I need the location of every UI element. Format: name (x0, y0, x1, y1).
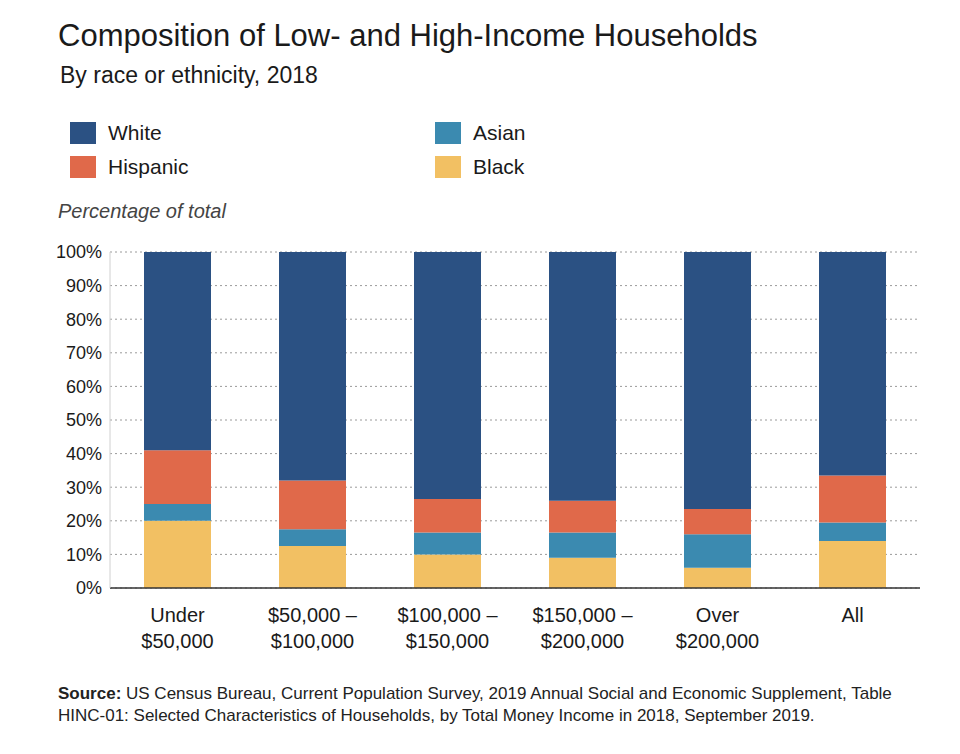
html-text:Asian: Asian (473, 121, 526, 144)
svg-text:$50,000 –$100,000: $50,000 –$100,000 (268, 604, 358, 652)
html-text:Black: Black (473, 155, 525, 178)
svg-text:50%: 50% (66, 410, 102, 430)
svg-text:All: All (841, 604, 863, 626)
html-text:White: White (108, 121, 162, 144)
svg-text:60%: 60% (66, 377, 102, 397)
html-text:Hispanic: Hispanic (108, 155, 189, 178)
svg-text:40%: 40% (66, 444, 102, 464)
svg-text:Under$50,000: Under$50,000 (141, 604, 213, 652)
svg-text:70%: 70% (66, 343, 102, 363)
svg-text:$150,000 –$200,000: $150,000 –$200,000 (532, 604, 633, 652)
html-text:By race or ethnicity, 2018: By race or ethnicity, 2018 (60, 62, 318, 88)
html-text:Percentage of total: Percentage of total (58, 200, 226, 222)
svg-text:0%: 0% (76, 578, 102, 598)
html-text:Source: US Census Bureau, Curr: Source: US Census Bureau, Current Popula… (58, 684, 892, 725)
svg-text:$100,000 –$150,000: $100,000 –$150,000 (397, 604, 498, 652)
svg-text:10%: 10% (66, 545, 102, 565)
svg-text:80%: 80% (66, 310, 102, 330)
html-text:Composition of Low- and High-I: Composition of Low- and High-Income Hous… (58, 18, 758, 53)
svg-text:100%: 100% (56, 242, 102, 262)
svg-text:30%: 30% (66, 478, 102, 498)
svg-text:90%: 90% (66, 276, 102, 296)
svg-text:20%: 20% (66, 511, 102, 531)
svg-text:Over$200,000: Over$200,000 (676, 604, 759, 652)
